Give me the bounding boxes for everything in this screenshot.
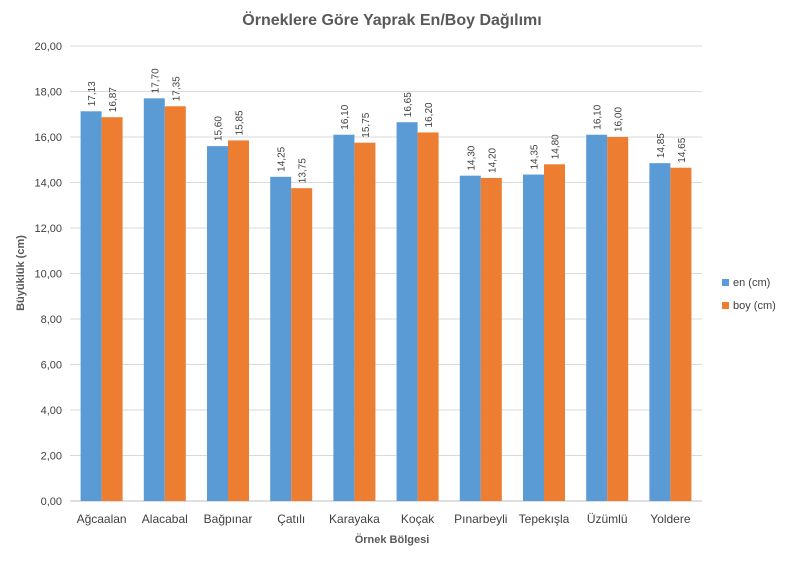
x-tick-label: Üzümlü — [587, 512, 628, 526]
bar — [417, 132, 439, 501]
bar — [80, 111, 102, 501]
bar — [101, 117, 123, 502]
bar — [544, 164, 565, 502]
y-tick-label: 6,00 — [41, 360, 62, 372]
data-label: 16,87 — [108, 87, 119, 112]
x-tick-label: Bağpınar — [204, 512, 253, 526]
bar — [396, 122, 418, 502]
bar — [586, 134, 608, 501]
bar — [143, 98, 165, 501]
data-label: 16,10 — [340, 104, 351, 129]
data-label: 17,70 — [150, 68, 161, 93]
bar — [291, 188, 313, 501]
x-tick-label: Alacabal — [142, 512, 188, 526]
bar — [164, 106, 186, 501]
bar — [480, 177, 502, 501]
data-label: 15,75 — [361, 112, 372, 137]
x-tick-label: Karayaka — [329, 512, 380, 526]
bar — [670, 167, 692, 501]
legend-swatch — [722, 279, 729, 286]
data-label: 16,00 — [614, 107, 625, 132]
bar — [228, 140, 249, 501]
bar — [649, 163, 671, 501]
data-label: 16,20 — [424, 102, 435, 127]
data-label: 15,60 — [214, 116, 225, 141]
data-labels: 17,13 16,87 17,70 17,35 15,60 15,85 14,25 13,75… — [87, 68, 688, 183]
y-axis-title: Büyüklük (cm) — [15, 235, 27, 311]
data-label: 17,35 — [171, 76, 182, 101]
chart-title: Örneklere Göre Yaprak En/Boy Dağılımı — [242, 10, 541, 29]
data-label: 16,65 — [403, 92, 414, 117]
x-tick-label: Pınarbeyli — [454, 512, 507, 526]
x-axis-categories: Ağcaalan Alacabal Bağpınar Çatılı Karayaka Ko… — [77, 512, 691, 526]
y-tick-label: 2,00 — [41, 451, 62, 463]
bar — [523, 174, 544, 501]
data-label: 14,65 — [677, 137, 688, 162]
x-tick-label: Yoldere — [650, 512, 691, 526]
bar — [333, 134, 355, 501]
data-label: 15,85 — [235, 110, 246, 135]
y-tick-label: 12,00 — [34, 223, 62, 235]
y-tick-label: 0,00 — [41, 496, 62, 508]
data-label: 16,10 — [593, 104, 604, 129]
bars — [80, 98, 692, 502]
x-axis-title: Örnek Bölgesi — [355, 533, 430, 546]
y-tick-label: 14,00 — [34, 178, 62, 190]
legend-label: en (cm) — [733, 277, 770, 289]
x-tick-label: Koçak — [401, 512, 435, 526]
y-tick-label: 4,00 — [41, 405, 62, 417]
y-tick-label: 16,00 — [34, 132, 62, 144]
data-label: 14,25 — [277, 146, 288, 171]
data-label: 14,35 — [530, 144, 541, 169]
data-label: 14,30 — [466, 145, 477, 170]
bar — [607, 137, 629, 501]
data-label: 17,13 — [87, 81, 98, 106]
data-label: 14,85 — [656, 133, 667, 158]
bar — [459, 175, 481, 502]
data-label: 14,20 — [487, 147, 498, 172]
y-tick-label: 8,00 — [41, 314, 62, 326]
legend-swatch — [722, 302, 729, 309]
bar — [354, 142, 376, 501]
x-tick-label: Ağcaalan — [77, 512, 127, 526]
x-tick-label: Çatılı — [277, 512, 305, 526]
data-label: 13,75 — [298, 158, 309, 183]
legend: en (cm) boy (cm) — [722, 277, 776, 312]
bar — [270, 176, 292, 501]
legend-label: boy (cm) — [733, 300, 776, 312]
y-tick-label: 10,00 — [34, 269, 62, 281]
data-label: 14,80 — [551, 134, 562, 159]
x-tick-label: Tepekışla — [519, 512, 570, 526]
bar — [207, 146, 228, 501]
y-tick-label: 20,00 — [34, 41, 62, 53]
y-tick-label: 18,00 — [34, 87, 62, 99]
y-axis-ticks: 0,00 2,00 4,00 6,00 8,00 10,00 12,00 14,00 16,00… — [34, 41, 62, 508]
